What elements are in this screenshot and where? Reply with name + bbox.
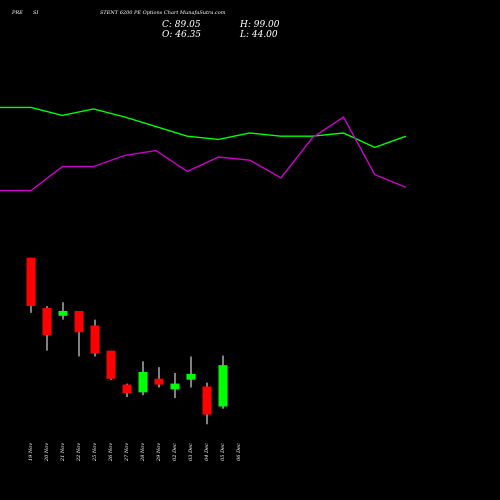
candle-body-11 xyxy=(186,373,196,380)
x-tick-label: 20 Nov xyxy=(44,443,50,462)
candle-6 xyxy=(106,350,116,380)
close-label: C: 89.05 xyxy=(162,20,201,30)
candle-7 xyxy=(122,383,132,398)
candle-body-4 xyxy=(74,310,84,333)
candle-13 xyxy=(218,355,228,409)
x-tick-label: 25 Nov xyxy=(92,443,98,462)
x-tick-label: 05 Dec xyxy=(220,443,226,461)
x-tick-label: 21 Nov xyxy=(60,443,66,462)
candle-12 xyxy=(202,382,212,425)
x-tick-label: 27 Nov xyxy=(124,443,130,462)
indicator-layer xyxy=(0,106,407,192)
x-tick-label: 28 Nov xyxy=(140,443,146,462)
x-tick-label: 03 Dec xyxy=(188,443,194,461)
candle-1 xyxy=(26,257,36,313)
open-label: O: 46.35 xyxy=(162,30,201,40)
x-tick-label: 22 Nov xyxy=(76,443,82,462)
low-label: L: 44.00 xyxy=(239,30,278,40)
chart-title-site: Sutra.com xyxy=(199,10,225,16)
candle-11 xyxy=(186,356,196,388)
chart-title-main: STENT 6200 PE Options Chart Munafa xyxy=(100,10,199,16)
indicator-line-2 xyxy=(0,115,407,192)
chart-title: STENT 6200 PE Options Chart MunafaSutra.… xyxy=(100,10,226,16)
candle-5 xyxy=(90,319,100,357)
x-tick-label: 29 Nov xyxy=(156,443,162,462)
candle-10 xyxy=(170,372,180,399)
candle-body-12 xyxy=(202,386,212,415)
high-label: H: 99.00 xyxy=(239,20,280,30)
header-left2: SI xyxy=(33,10,39,16)
header-left1: PRE xyxy=(11,10,23,16)
candle-body-5 xyxy=(90,325,100,354)
candle-body-1 xyxy=(26,257,36,307)
candle-9 xyxy=(154,367,164,388)
candle-body-10 xyxy=(170,383,180,390)
candle-body-7 xyxy=(122,384,132,394)
candle-layer xyxy=(26,257,228,425)
candle-4 xyxy=(74,310,84,357)
chart-header: PRE SI STENT 6200 PE Options Chart Munaf… xyxy=(11,10,280,40)
candle-2 xyxy=(42,306,52,351)
candle-body-9 xyxy=(154,378,164,385)
candle-body-6 xyxy=(106,350,116,379)
candle-body-2 xyxy=(42,308,52,336)
candle-3 xyxy=(58,302,68,320)
candle-body-3 xyxy=(58,310,68,316)
candle-8 xyxy=(138,361,148,396)
candle-body-13 xyxy=(218,365,228,407)
x-tick-label: 26 Nov xyxy=(108,443,114,462)
tick-layer: 19 Nov 20 Nov 21 Nov 22 Nov 25 Nov 26 Nov 27 N… xyxy=(28,443,242,462)
x-tick-label: 19 Nov xyxy=(28,443,34,461)
candle-body-8 xyxy=(138,371,148,393)
x-tick-label: 06 Dec xyxy=(236,443,242,461)
x-tick-label: 02 Dec xyxy=(172,443,178,461)
indicator-line-1 xyxy=(0,106,407,149)
x-tick-label: 04 Dec xyxy=(204,443,210,461)
